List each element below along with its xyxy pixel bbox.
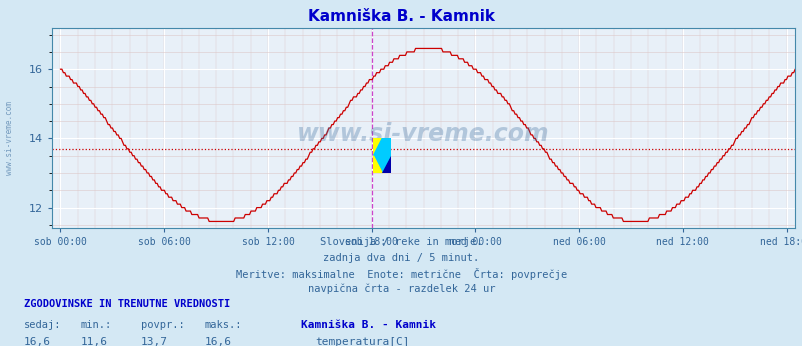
Text: www.si-vreme.com: www.si-vreme.com xyxy=(297,122,549,146)
Bar xyxy=(382,138,391,156)
Text: 16,6: 16,6 xyxy=(24,337,51,346)
Text: min.:: min.: xyxy=(80,320,111,330)
Polygon shape xyxy=(382,138,391,156)
Text: ZGODOVINSKE IN TRENUTNE VREDNOSTI: ZGODOVINSKE IN TRENUTNE VREDNOSTI xyxy=(24,299,230,309)
Text: Kamniška B. - Kamnik: Kamniška B. - Kamnik xyxy=(308,9,494,24)
Text: povpr.:: povpr.: xyxy=(140,320,184,330)
Text: navpična črta - razdelek 24 ur: navpična črta - razdelek 24 ur xyxy=(307,284,495,294)
Polygon shape xyxy=(373,138,391,173)
Text: sedaj:: sedaj: xyxy=(24,320,62,330)
Text: 13,7: 13,7 xyxy=(140,337,168,346)
Bar xyxy=(373,156,391,173)
Text: 11,6: 11,6 xyxy=(80,337,107,346)
Text: Meritve: maksimalne  Enote: metrične  Črta: povprečje: Meritve: maksimalne Enote: metrične Črta… xyxy=(236,268,566,280)
Text: Kamniška B. - Kamnik: Kamniška B. - Kamnik xyxy=(301,320,435,330)
Text: temperatura[C]: temperatura[C] xyxy=(315,337,410,346)
Polygon shape xyxy=(382,138,391,156)
Text: www.si-vreme.com: www.si-vreme.com xyxy=(5,101,14,175)
Text: maks.:: maks.: xyxy=(205,320,242,330)
Polygon shape xyxy=(373,156,382,173)
Text: Slovenija / reke in morje.: Slovenija / reke in morje. xyxy=(320,237,482,247)
Polygon shape xyxy=(382,156,391,173)
Text: zadnja dva dni / 5 minut.: zadnja dva dni / 5 minut. xyxy=(323,253,479,263)
Text: 16,6: 16,6 xyxy=(205,337,232,346)
Polygon shape xyxy=(373,138,382,156)
Bar xyxy=(373,138,382,156)
